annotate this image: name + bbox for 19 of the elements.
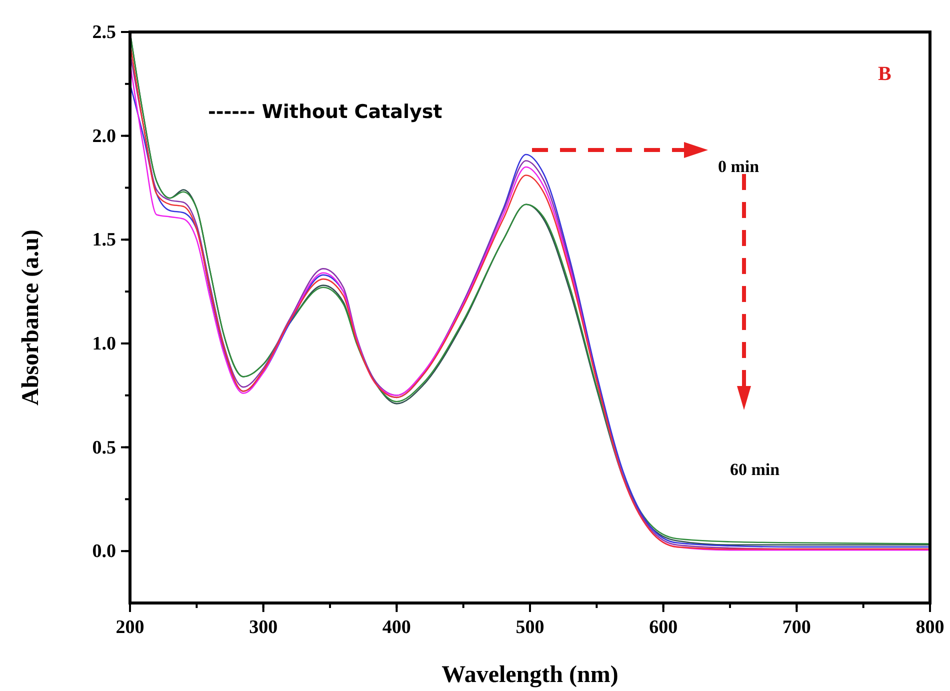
- y-tick-label: 2.5: [92, 22, 116, 43]
- x-tick-label: 600: [649, 617, 678, 638]
- x-tick-label: 700: [782, 617, 811, 638]
- x-tick-label: 500: [516, 617, 544, 638]
- annotation: 60 min: [730, 460, 780, 479]
- x-axis-title: Wavelength (nm): [442, 662, 618, 688]
- y-tick-label: 2.0: [92, 126, 116, 147]
- annotation: ------ Without Catalyst: [208, 101, 442, 123]
- x-tick-label: 400: [382, 617, 411, 638]
- x-tick-label: 200: [116, 617, 144, 638]
- y-axis-title: Absorbance (a.u): [18, 229, 44, 406]
- y-tick-label: 1.5: [92, 230, 116, 251]
- y-tick-label: 0.5: [92, 437, 116, 458]
- y-tick-label: 1.0: [92, 333, 116, 354]
- annotation: 0 min: [718, 157, 760, 176]
- annotation: B: [878, 63, 892, 85]
- x-tick-label: 800: [916, 617, 944, 638]
- x-tick-label: 300: [249, 617, 278, 638]
- y-tick-label: 0.0: [92, 541, 116, 562]
